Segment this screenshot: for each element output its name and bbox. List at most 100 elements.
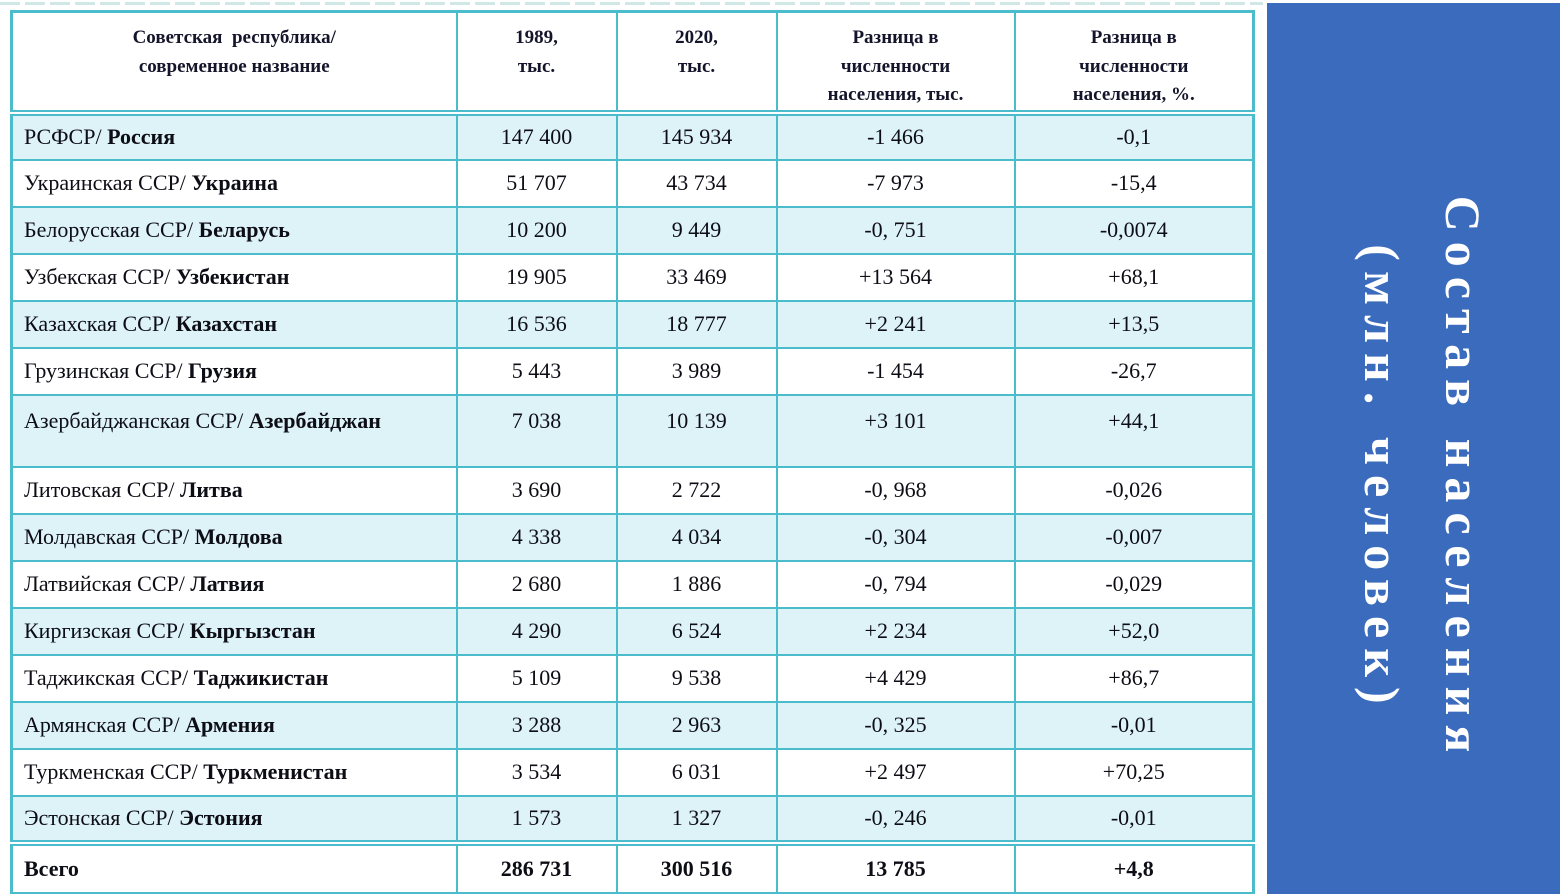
cell-pct: -0,007 [1013,512,1255,562]
cell-diff: +2 497 [775,747,1016,797]
cell-republic: Молдавская ССР/ Молдова [10,512,458,562]
republic-soviet-name: Армянская ССР/ [24,712,180,738]
col-header-republic: Советская республика/ современное назван… [10,10,458,116]
republic-modern-name: Азербайджан [248,407,381,433]
cell-republic: Азербайджанская ССР/ Азербайджан [10,393,458,468]
cell-republic: Эстонская ССР/ Эстония [10,794,458,844]
table-row: Украинская ССР/ Украина 51 707 43 734 -7… [10,158,1255,208]
cell-1989: 3 690 [455,465,618,515]
cell-2020: 10 139 [615,393,778,468]
republic-soviet-name: Азербайджанская ССР/ [24,407,244,433]
cell-total-diff: 13 785 [775,839,1016,894]
cell-pct: -0,01 [1013,700,1255,750]
cell-2020: 1 886 [615,559,778,609]
republic-modern-name: Казахстан [175,311,278,337]
republic-soviet-name: Белорусская ССР/ [24,217,194,243]
cell-diff: -0, 246 [775,794,1016,844]
table-row: Эстонская ССР/ Эстония 1 573 1 327 -0, 2… [10,794,1255,844]
sidebar-panel: Состав населения (млн. человек) [1267,3,1560,894]
republic-modern-name: Молдова [194,524,283,550]
cell-pct: -15,4 [1013,158,1255,208]
cell-2020: 6 524 [615,606,778,656]
cell-diff: -1 454 [775,346,1016,396]
cell-total-label: Всего [10,839,458,894]
cell-2020: 4 034 [615,512,778,562]
col-header-1989: 1989, тыс. [455,10,618,116]
republic-modern-name: Украина [191,170,278,196]
cell-1989: 51 707 [455,158,618,208]
cell-2020: 6 031 [615,747,778,797]
cell-republic: Грузинская ССР/ Грузия [10,346,458,396]
cell-pct: +70,25 [1013,747,1255,797]
col-header-diff-percent: Разница в численности населения, %. [1013,10,1255,116]
cell-diff: +2 241 [775,299,1016,349]
cell-pct: -0,1 [1013,111,1255,161]
cell-total-1989: 286 731 [455,839,618,894]
population-table: Советская республика/ современное назван… [10,10,1255,894]
cell-total-2020: 300 516 [615,839,778,894]
cell-diff: -7 973 [775,158,1016,208]
cell-2020: 2 963 [615,700,778,750]
table-row: Киргизская ССР/ Кыргызстан 4 290 6 524 +… [10,606,1255,656]
cell-diff: -0, 794 [775,559,1016,609]
cell-republic: РСФСР/ Россия [10,111,458,161]
cell-1989: 2 680 [455,559,618,609]
cell-pct: +68,1 [1013,252,1255,302]
cell-republic: Казахская ССР/ Казахстан [10,299,458,349]
republic-soviet-name: Киргизская ССР/ [24,618,185,644]
cell-1989: 3 534 [455,747,618,797]
cell-1989: 4 290 [455,606,618,656]
republic-soviet-name: Туркменская ССР/ [24,759,198,785]
table-row: Азербайджанская ССР/ Азербайджан 7 038 1… [10,393,1255,468]
cell-total-pct: +4,8 [1013,839,1255,894]
cell-1989: 3 288 [455,700,618,750]
republic-modern-name: Латвия [190,571,265,597]
republic-soviet-name: Литовская ССР/ [24,477,175,503]
table-row: Грузинская ССР/ Грузия 5 443 3 989 -1 45… [10,346,1255,396]
cell-diff: +4 429 [775,653,1016,703]
cell-2020: 43 734 [615,158,778,208]
cell-diff: +3 101 [775,393,1016,468]
republic-modern-name: Таджикистан [193,665,329,691]
cell-republic: Туркменская ССР/ Туркменистан [10,747,458,797]
col-header-2020: 2020, тыс. [615,10,778,116]
cell-pct: -0,026 [1013,465,1255,515]
table-row: Армянская ССР/ Армения 3 288 2 963 -0, 3… [10,700,1255,750]
republic-modern-name: Беларусь [198,217,290,243]
table-row: Белорусская ССР/ Беларусь 10 200 9 449 -… [10,205,1255,255]
cell-2020: 3 989 [615,346,778,396]
cell-1989: 4 338 [455,512,618,562]
cell-diff: -0, 968 [775,465,1016,515]
republic-soviet-name: Латвийская ССР/ [24,571,185,597]
cell-1989: 16 536 [455,299,618,349]
republic-modern-name: Грузия [187,358,257,384]
cell-diff: -1 466 [775,111,1016,161]
table-row: Узбекская ССР/ Узбекистан 19 905 33 469 … [10,252,1255,302]
cell-2020: 9 538 [615,653,778,703]
cell-diff: +2 234 [775,606,1016,656]
cell-2020: 2 722 [615,465,778,515]
cell-pct: +13,5 [1013,299,1255,349]
cell-2020: 9 449 [615,205,778,255]
republic-modern-name: Россия [107,124,176,150]
cell-republic: Латвийская ССР/ Латвия [10,559,458,609]
republic-soviet-name: Казахская ССР/ [24,311,171,337]
table-row: Литовская ССР/ Литва 3 690 2 722 -0, 968… [10,465,1255,515]
cell-pct: +44,1 [1013,393,1255,468]
cell-republic: Украинская ССР/ Украина [10,158,458,208]
cell-diff: -0, 304 [775,512,1016,562]
cell-1989: 5 109 [455,653,618,703]
top-divider-line [0,2,1263,5]
table-row: РСФСР/ Россия 147 400 145 934 -1 466 -0,… [10,111,1255,161]
republic-soviet-name: Молдавская ССР/ [24,524,190,550]
col-header-diff-thousands: Разница в численности населения, тыс. [775,10,1016,116]
cell-republic: Белорусская ССР/ Беларусь [10,205,458,255]
sidebar-title: Состав населения (млн. человек) [1353,195,1491,762]
republic-modern-name: Литва [179,477,243,503]
cell-2020: 1 327 [615,794,778,844]
cell-1989: 5 443 [455,346,618,396]
cell-pct: -0,0074 [1013,205,1255,255]
cell-republic: Таджикская ССР/ Таджикистан [10,653,458,703]
cell-1989: 147 400 [455,111,618,161]
